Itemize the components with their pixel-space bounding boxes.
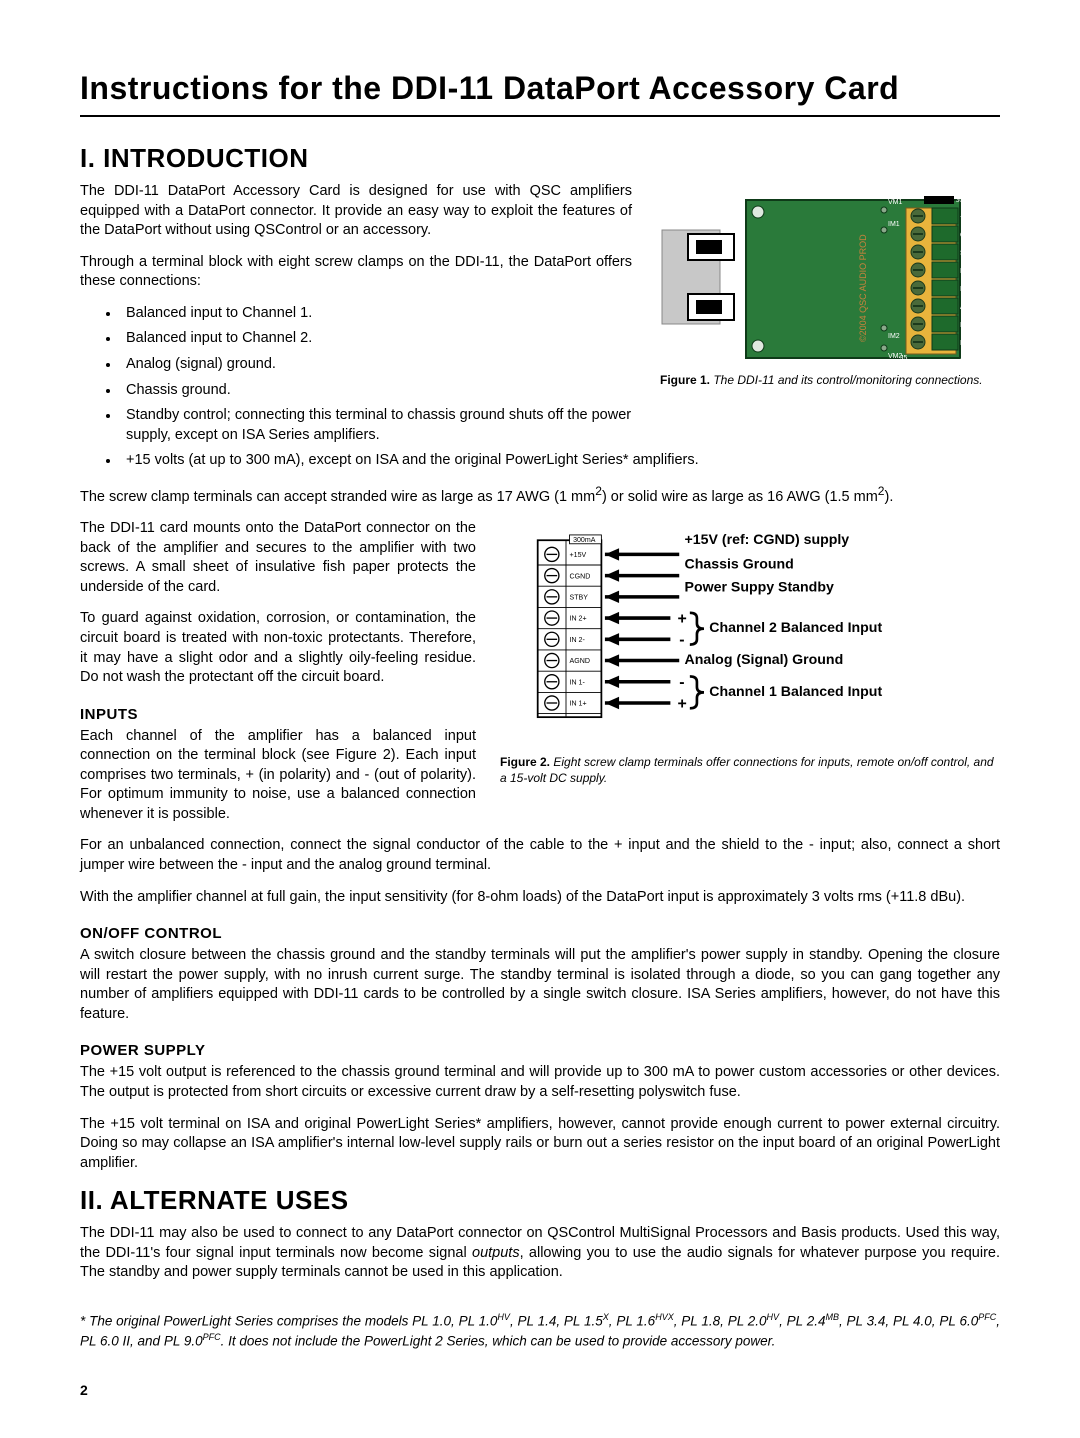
inputs-heading: Inputs xyxy=(80,706,476,723)
svg-text:IN 1+: IN 1+ xyxy=(960,340,977,347)
pin-label: IM1 xyxy=(888,221,900,228)
svg-text:IN 1-: IN 1- xyxy=(960,322,976,329)
figure-1-caption: Figure 1. The DDI-11 and its control/mon… xyxy=(660,373,1000,389)
silk-text: ©2004 QSC AUDIO PROD xyxy=(858,234,868,342)
pin-label: IM2 xyxy=(888,333,900,340)
wire-gauge: The screw clamp terminals can accept str… xyxy=(80,483,1000,507)
svg-text:+15V (ref: CGND) supply: +15V (ref: CGND) supply xyxy=(685,531,850,547)
svg-text:Chassis Ground: Chassis Ground xyxy=(685,556,794,572)
svg-text:AGND: AGND xyxy=(960,304,980,311)
svg-text:-: - xyxy=(679,632,684,649)
tiny-label: 300mA xyxy=(573,537,596,544)
svg-text:Channel 2 Balanced Input: Channel 2 Balanced Input xyxy=(709,619,882,635)
page-number: 2 xyxy=(80,1382,1000,1398)
bullet: Balanced input to Channel 1. xyxy=(120,304,632,324)
bullet: Balanced input to Channel 2. xyxy=(120,329,632,349)
svg-text:Analog (Signal) Ground: Analog (Signal) Ground xyxy=(685,651,844,667)
svg-text:IN 2-: IN 2- xyxy=(570,637,586,644)
svg-text:IN 2+: IN 2+ xyxy=(960,268,977,275)
svg-text:J2: J2 xyxy=(960,355,968,362)
onoff-heading: On/Off Control xyxy=(80,925,1000,942)
figure-1-svg: VM1 IM1 IM2 VM2 F1 300mA ©2004 QSC AUDIO… xyxy=(660,182,1000,362)
fuse-ma: 300mA xyxy=(956,198,975,204)
protectant-p: To guard against oxidation, corrosion, o… xyxy=(80,609,476,687)
rule xyxy=(80,115,1000,117)
svg-text:IN 1+: IN 1+ xyxy=(570,701,587,708)
intro-p1: The DDI-11 DataPort Accessory Card is de… xyxy=(80,182,632,241)
mount-p: The DDI-11 card mounts onto the DataPort… xyxy=(80,519,476,597)
psu-p2: The +15 volt terminal on ISA and origina… xyxy=(80,1115,1000,1174)
footnote: * The original PowerLight Series compris… xyxy=(80,1311,1000,1352)
svg-text:IN 2+: IN 2+ xyxy=(570,616,587,623)
svg-text:CGND: CGND xyxy=(960,232,981,239)
bullet: Chassis ground. xyxy=(120,381,632,401)
svg-text:STBY: STBY xyxy=(570,595,589,602)
inputs-p1: Each channel of the amplifier has a bala… xyxy=(80,727,476,825)
psu-p1: The +15 volt output is referenced to the… xyxy=(80,1063,1000,1102)
bullet: +15 volts (at up to 300 mA), except on I… xyxy=(120,451,1000,471)
section-1-heading: I. Introduction xyxy=(80,143,1000,174)
inputs-p2: For an unbalanced connection, connect th… xyxy=(80,836,1000,875)
svg-text:Power Suppy Standby: Power Suppy Standby xyxy=(685,579,834,595)
bullet: Analog (signal) ground. xyxy=(120,355,632,375)
svg-text:J5: J5 xyxy=(900,355,908,362)
svg-text:+15V: +15V xyxy=(570,552,587,559)
figure-2: 300mA +15V CGND STBY IN 2+ IN 2- AGND IN 1- IN … xyxy=(500,519,1000,786)
svg-text:IN 1-: IN 1- xyxy=(570,680,586,687)
svg-text:CGND: CGND xyxy=(570,573,591,580)
svg-text:AGND: AGND xyxy=(570,658,590,665)
psu-heading: Power Supply xyxy=(80,1042,1000,1059)
svg-text:+15V: +15V xyxy=(960,214,977,221)
page-title: Instructions for the DDI-11 DataPort Acc… xyxy=(80,70,1000,107)
inputs-p3: With the amplifier channel at full gain,… xyxy=(80,888,1000,908)
figure-2-caption: Figure 2. Eight screw clamp terminals of… xyxy=(500,755,1000,786)
intro-p2: Through a terminal block with eight scre… xyxy=(80,253,632,292)
svg-text:+: + xyxy=(677,695,686,712)
svg-text:Channel 1 Balanced Input: Channel 1 Balanced Input xyxy=(709,683,882,699)
alt-uses-p: The DDI-11 may also be used to connect t… xyxy=(80,1224,1000,1283)
onoff-p: A switch closure between the chassis gro… xyxy=(80,946,1000,1024)
bullet: Standby control; connecting this termina… xyxy=(120,406,632,445)
svg-text:+: + xyxy=(677,611,686,628)
svg-text:IN 2-: IN 2- xyxy=(960,286,976,293)
intro-bullets: Balanced input to Channel 1. Balanced in… xyxy=(120,304,632,445)
svg-text:-: - xyxy=(679,674,684,691)
section-2-heading: II. Alternate Uses xyxy=(80,1185,1000,1216)
figure-1: VM1 IM1 IM2 VM2 F1 300mA ©2004 QSC AUDIO… xyxy=(660,182,1000,389)
pin-label: VM1 xyxy=(888,199,903,206)
svg-text:STBY: STBY xyxy=(960,250,979,257)
fuse-label: F1 xyxy=(928,190,936,196)
